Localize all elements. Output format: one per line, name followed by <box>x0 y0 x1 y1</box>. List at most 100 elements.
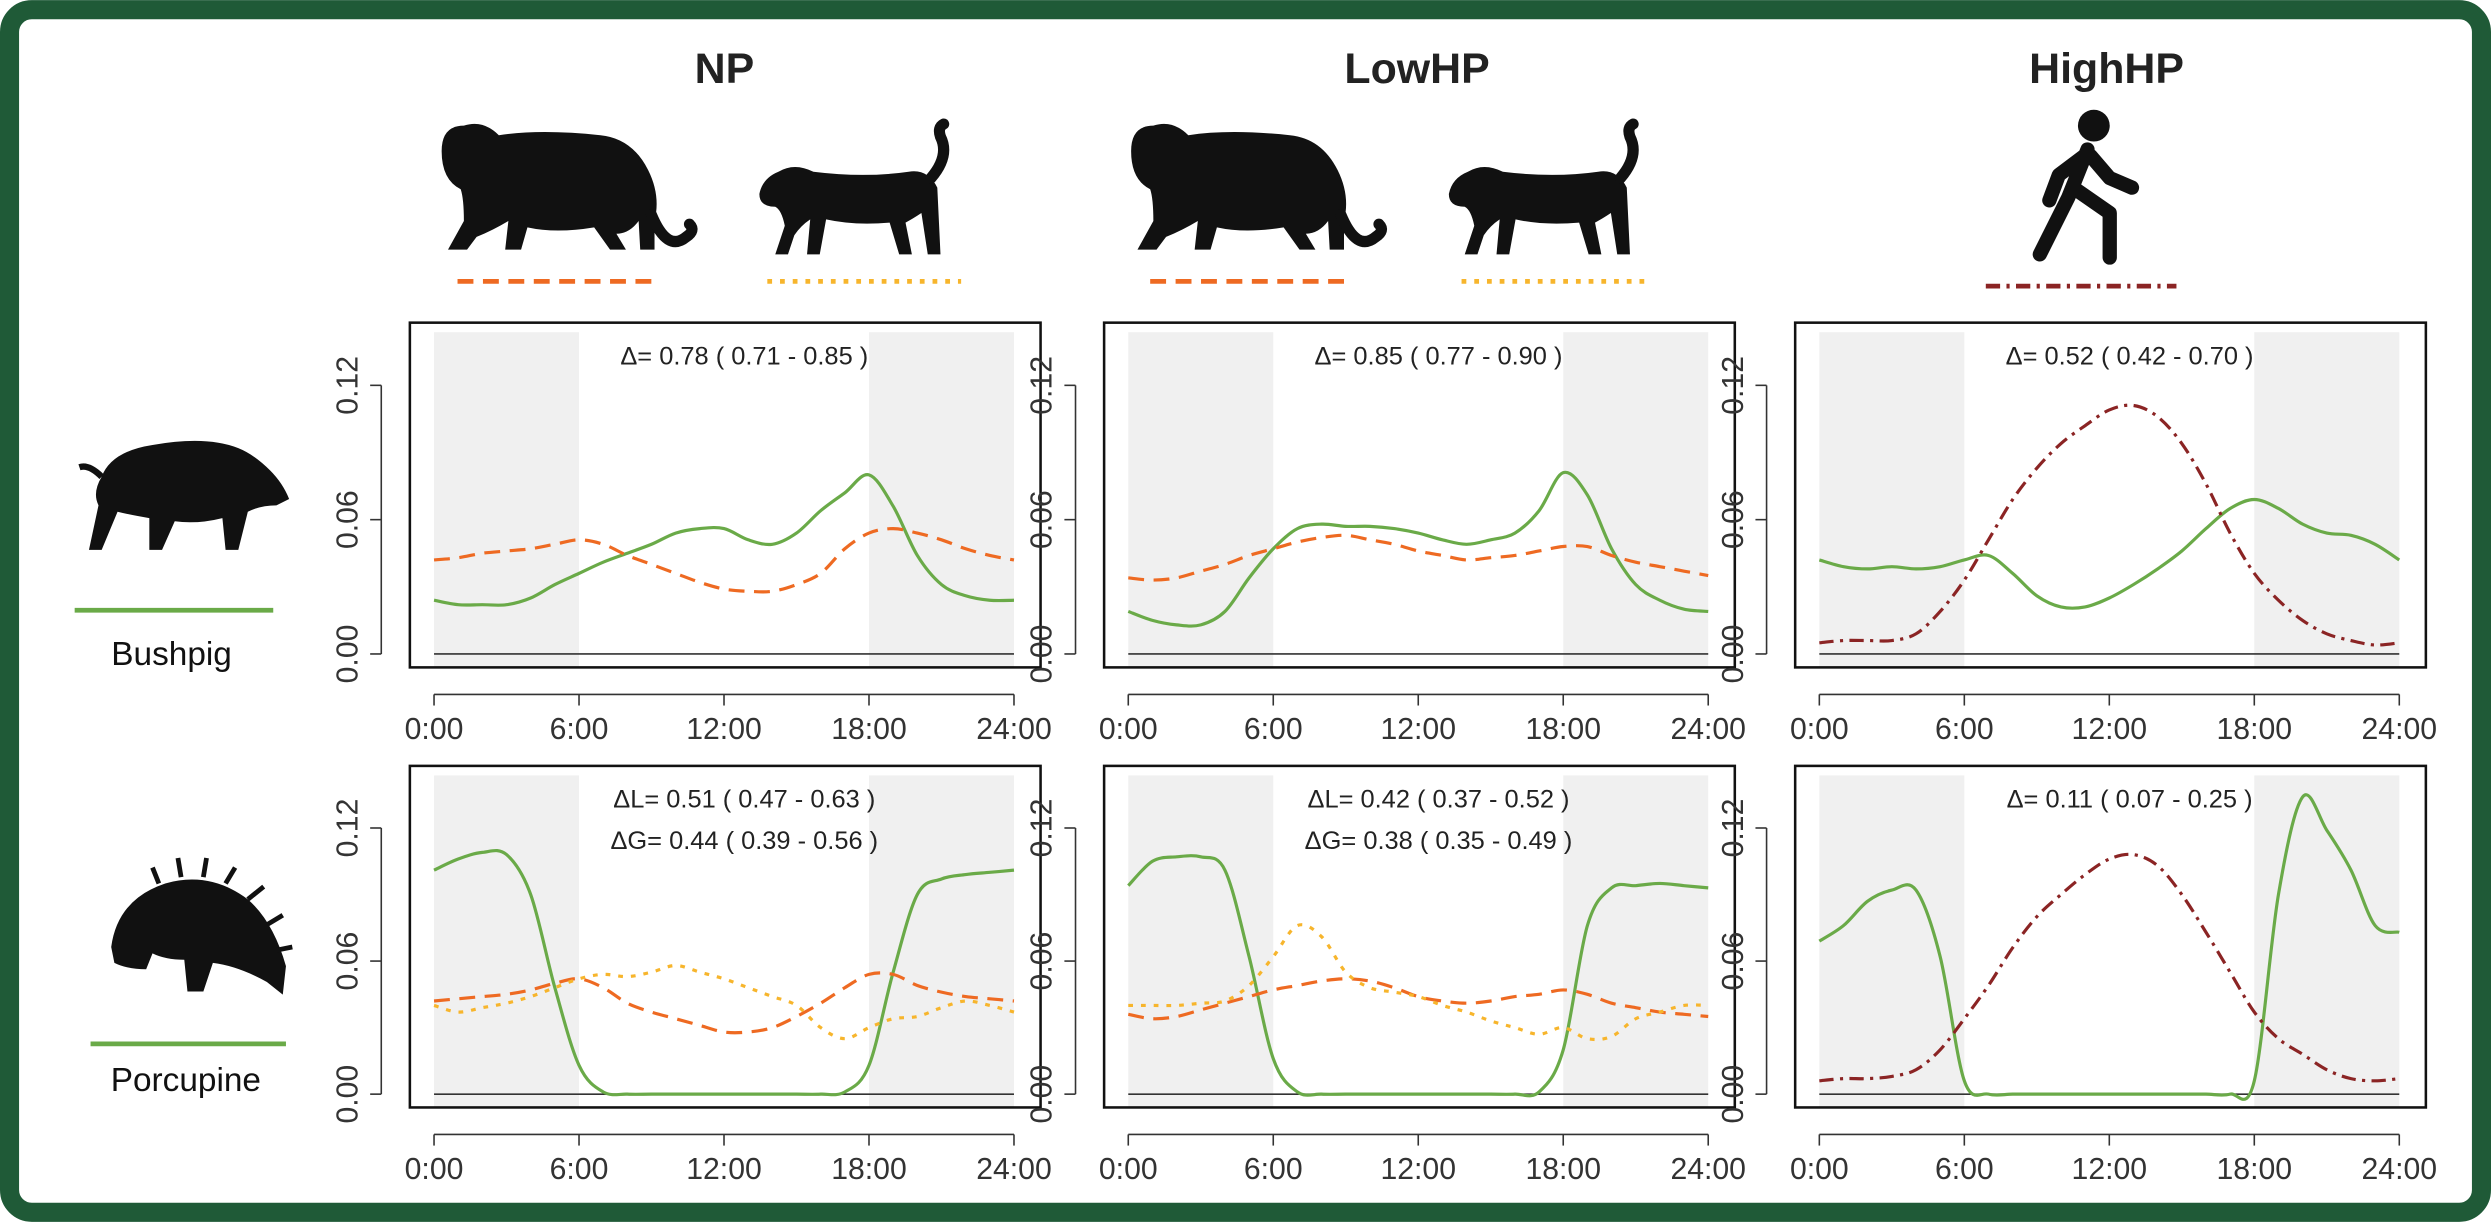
night-shade <box>434 775 580 1108</box>
x-tick-label: 0:00 <box>1790 713 1849 746</box>
overlap-annotation: ΔG= 0.44 ( 0.39 - 0.56 ) <box>610 827 878 855</box>
y-tick-label: 0.12 <box>331 799 364 858</box>
y-tick-label: 0.06 <box>1717 490 1750 549</box>
night-shade <box>1819 332 1965 668</box>
y-tick-label: 0.00 <box>1026 625 1059 684</box>
porcupine-icon <box>111 857 293 995</box>
x-tick-label: 24:00 <box>2362 1153 2438 1186</box>
night-shade <box>1563 332 1709 668</box>
row-label: Porcupine <box>111 1062 261 1099</box>
y-tick-label: 0.12 <box>1026 799 1059 858</box>
x-tick-label: 0:00 <box>405 1153 464 1186</box>
overlap-annotation: ΔL= 0.51 ( 0.47 - 0.63 ) <box>613 786 875 814</box>
x-tick-label: 6:00 <box>1244 1153 1303 1186</box>
density-line <box>1127 470 1709 628</box>
y-tick-label: 0.06 <box>1026 490 1059 549</box>
density-line <box>1819 852 2400 1083</box>
y-tick-label: 0.00 <box>1717 625 1750 684</box>
x-tick-label: 12:00 <box>686 713 762 746</box>
row-label: Bushpig <box>111 636 232 673</box>
y-tick-label: 0.00 <box>331 625 364 684</box>
x-tick-label: 18:00 <box>831 1153 907 1186</box>
overlap-annotation: Δ= 0.85 ( 0.77 - 0.90 ) <box>1315 342 1563 370</box>
plot-box <box>1793 764 2428 1109</box>
x-tick-label: 18:00 <box>1525 1153 1601 1186</box>
density-line <box>433 971 1015 1035</box>
x-tick-label: 12:00 <box>1380 713 1456 746</box>
overlap-annotation: ΔG= 0.38 ( 0.35 - 0.49 ) <box>1305 827 1573 855</box>
plot-box <box>408 321 1042 669</box>
column-title: LowHP <box>1344 45 1489 93</box>
y-tick-label: 0.12 <box>1026 356 1059 415</box>
x-tick-label: 18:00 <box>2217 713 2293 746</box>
plot-box <box>1793 321 2428 669</box>
x-tick-label: 24:00 <box>2362 713 2438 746</box>
y-tick-label: 0.06 <box>331 490 364 549</box>
night-shade <box>434 332 580 668</box>
plot-box <box>1102 764 1737 1109</box>
panel: 0:00 6:00 12:00 18:00 24:00 0.00 0.06 0.12 Δ= 0.… <box>1026 321 1746 746</box>
panel: 0:00 6:00 12:00 18:00 24:00 0.00 0.06 0.12 ΔL= 0… <box>331 764 1052 1186</box>
y-tick-label: 0.12 <box>1717 356 1750 415</box>
night-shade <box>1563 775 1709 1108</box>
y-tick-label: 0.00 <box>1717 1065 1750 1124</box>
x-tick-label: 0:00 <box>1790 1153 1849 1186</box>
y-tick-label: 0.00 <box>1026 1065 1059 1124</box>
x-tick-label: 6:00 <box>1935 1153 1994 1186</box>
night-shade <box>1819 775 1965 1108</box>
column-title: HighHP <box>2029 45 2184 93</box>
overlap-annotation: ΔL= 0.42 ( 0.37 - 0.52 ) <box>1308 786 1570 814</box>
night-shade <box>2254 332 2400 668</box>
density-line <box>433 473 1014 607</box>
plot-box <box>1102 321 1737 669</box>
x-tick-label: 24:00 <box>1670 1153 1746 1186</box>
overlap-annotation: Δ= 0.78 ( 0.71 - 0.85 ) <box>620 342 868 370</box>
density-line <box>1127 854 1709 1098</box>
density-line <box>433 849 1015 1097</box>
y-tick-label: 0.06 <box>331 932 364 991</box>
human-icon <box>2032 109 2140 265</box>
x-tick-label: 0:00 <box>405 713 464 746</box>
y-tick-label: 0.06 <box>1026 932 1059 991</box>
x-tick-label: 18:00 <box>831 713 907 746</box>
bushpig-icon <box>78 440 290 550</box>
density-line <box>1818 497 2401 610</box>
density-line <box>1819 403 2400 647</box>
overlap-annotation: Δ= 0.52 ( 0.42 - 0.70 ) <box>2006 342 2254 370</box>
x-tick-label: 0:00 <box>1099 713 1158 746</box>
y-tick-label: 0.00 <box>331 1065 364 1124</box>
y-tick-label: 0.06 <box>1717 932 1750 991</box>
density-line <box>1818 793 2400 1101</box>
x-tick-label: 24:00 <box>1670 713 1746 746</box>
night-shade <box>1128 332 1274 668</box>
x-tick-label: 18:00 <box>1525 713 1601 746</box>
panel: 0:00 6:00 12:00 18:00 24:00 0.00 0.06 0.12 ΔL= 0… <box>1026 764 1746 1186</box>
x-tick-label: 12:00 <box>2072 1153 2148 1186</box>
x-tick-label: 12:00 <box>1380 1153 1456 1186</box>
density-line <box>1128 533 1709 582</box>
x-tick-label: 6:00 <box>1244 713 1303 746</box>
x-tick-label: 0:00 <box>1099 1153 1158 1186</box>
x-tick-label: 6:00 <box>550 1153 609 1186</box>
x-tick-label: 12:00 <box>686 1153 762 1186</box>
night-shade <box>868 775 1014 1108</box>
density-line <box>1127 977 1709 1021</box>
density-line <box>433 527 1015 594</box>
column-title: NP <box>695 45 755 93</box>
plot-box <box>408 764 1042 1109</box>
night-shade <box>2254 775 2400 1108</box>
panel: 0:00 6:00 12:00 18:00 24:00 0.00 0.06 0.12 Δ= 0.… <box>1717 321 2438 746</box>
x-tick-label: 18:00 <box>2217 1153 2293 1186</box>
y-tick-label: 0.12 <box>331 356 364 415</box>
panel: 0:00 6:00 12:00 18:00 24:00 0.00 0.06 0.12 Δ= 0.… <box>331 321 1052 746</box>
x-tick-label: 6:00 <box>550 713 609 746</box>
night-shade <box>868 332 1014 668</box>
y-tick-label: 0.12 <box>1717 799 1750 858</box>
night-shade <box>1128 775 1274 1108</box>
x-tick-label: 6:00 <box>1935 713 1994 746</box>
overlap-annotation: Δ= 0.11 ( 0.07 - 0.25 ) <box>2007 786 2253 814</box>
x-tick-label: 24:00 <box>976 1153 1052 1186</box>
x-tick-label: 24:00 <box>976 713 1052 746</box>
